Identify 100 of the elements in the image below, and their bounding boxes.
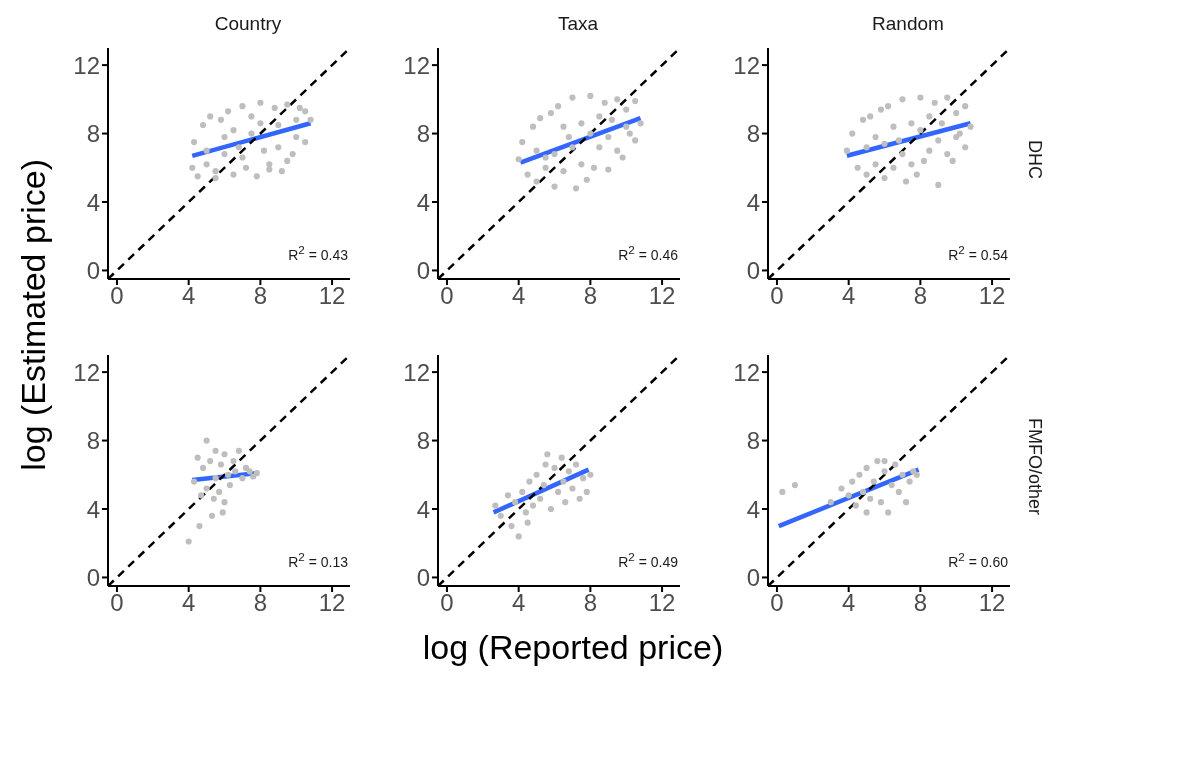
point [302,139,309,146]
point [246,468,253,475]
point [547,109,555,117]
point [895,137,902,144]
point [537,115,544,122]
point [608,116,615,123]
annotation: R$^{2}$ = 0.43 [288,243,348,263]
point [217,461,225,468]
point [562,499,569,506]
point [275,144,282,151]
point [877,499,885,506]
point [587,471,594,478]
point [239,154,246,161]
point [212,174,219,182]
point [230,458,237,465]
point [867,495,874,502]
point [885,509,892,516]
x-tick-label: 8 [913,282,928,310]
point [881,458,888,465]
point [962,144,969,151]
point [203,147,210,154]
point [203,161,210,168]
x-tick-label: 8 [913,589,928,617]
point [892,461,899,468]
point [271,104,278,111]
point [199,464,207,472]
annotation: R$^{2}$ = 0.13 [288,550,348,570]
x-tick-label: 4 [511,282,526,310]
x-tick-label: 4 [181,282,196,310]
point [284,101,291,108]
point [583,176,590,183]
annotation: R$^{2}$ = 0.49 [618,550,678,570]
point [902,178,910,185]
x-tick-label: 4 [181,589,196,617]
y-tick-label: 0 [416,256,430,284]
point [572,185,580,192]
point [497,512,504,519]
y2-axis-title: DHC [1023,140,1045,179]
point [863,171,870,178]
point [843,147,850,154]
point [953,133,960,141]
point [542,461,549,468]
point [596,113,603,120]
chart-title: Taxa [556,12,600,36]
y-tick-label: 12 [403,358,430,386]
point [870,478,877,485]
point [852,502,859,509]
y-tick-label: 12 [73,51,100,79]
y-tick-label: 12 [733,51,760,79]
point [899,471,906,478]
point [944,94,951,101]
point [250,473,257,480]
point [872,133,879,141]
point [926,147,933,154]
point [232,468,239,475]
point [899,96,906,103]
point [194,454,201,461]
annotation: R$^{2}$ = 0.54 [948,243,1008,263]
point [578,120,585,127]
point [623,123,630,130]
point [551,183,558,190]
point [632,137,639,144]
y-tick-label: 0 [746,563,760,591]
point [544,451,551,458]
x-tick-label: 8 [253,589,268,617]
point [551,464,558,472]
point [877,106,885,113]
point [854,164,861,171]
point [540,481,547,489]
annotation: R$^{2}$ = 0.46 [618,243,678,263]
x-tick-label: 12 [318,282,346,310]
point [827,499,834,506]
point [555,488,562,495]
point [185,538,192,545]
point [623,106,630,113]
point [619,154,626,161]
x-tick-label: 0 [770,589,784,617]
point [938,120,945,127]
point [895,488,902,495]
point [542,164,549,171]
point [931,99,938,106]
point [199,121,207,129]
point [307,116,314,123]
y-tick-label: 8 [416,120,430,148]
point [881,468,888,475]
point [226,481,233,489]
point [867,113,874,120]
point [863,464,870,472]
point [944,151,951,158]
point [888,481,895,489]
point [845,492,852,499]
point [863,509,870,516]
point [293,116,300,123]
point [198,492,205,499]
x-tick-label: 8 [253,282,268,310]
x-tick-label: 4 [511,589,526,617]
point [913,171,920,178]
point [203,485,210,492]
point [967,123,974,130]
point [953,109,960,117]
